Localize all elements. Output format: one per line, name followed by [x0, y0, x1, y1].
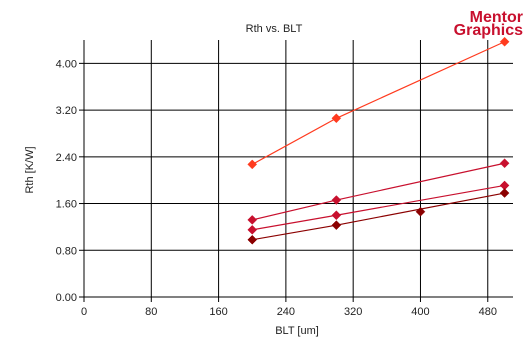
series-layer: [247, 36, 510, 245]
data-point: [415, 206, 426, 217]
data-point: [499, 158, 510, 169]
axes: [79, 40, 513, 302]
y-tick-label: 1.60: [56, 199, 77, 211]
x-tick-label: 400: [411, 306, 429, 318]
grid: [84, 40, 513, 297]
data-point: [247, 215, 258, 225]
data-point: [331, 220, 342, 231]
logo-text-line2: Graphics: [454, 22, 523, 39]
y-axis-label: Rth [K/W]: [24, 146, 36, 193]
data-point: [331, 113, 342, 124]
series-line: [252, 192, 505, 241]
x-tick-label: 320: [344, 306, 362, 318]
brand-logo: Mentor Graphics: [454, 9, 523, 39]
series-2: [247, 158, 510, 225]
y-tick-label: 2.40: [56, 152, 77, 164]
x-axis-label: BLT [um]: [275, 325, 319, 337]
x-tick-label: 80: [145, 306, 157, 318]
logo-text-line1: Mentor: [470, 9, 523, 26]
x-tick-labels: 0 80 160 240 320 400 480: [81, 306, 497, 318]
data-point: [247, 224, 258, 235]
series-line: [252, 184, 505, 231]
y-tick-label: 4.00: [56, 58, 77, 70]
series-5: [415, 206, 426, 217]
x-tick-label: 480: [479, 306, 497, 318]
y-tick-label: 3.20: [56, 105, 77, 117]
data-point: [499, 36, 510, 47]
y-tick-label: 0.80: [56, 245, 77, 257]
chart-title: Rth vs. BLT: [246, 23, 303, 35]
x-tick-label: 160: [209, 306, 227, 318]
x-tick-label: 0: [81, 306, 87, 318]
data-point: [499, 188, 510, 198]
series-4: [247, 188, 510, 245]
data-point: [331, 210, 342, 221]
y-tick-labels: 0.00 0.80 1.60 2.40 3.20 4.00: [56, 58, 77, 304]
series-3: [247, 180, 510, 235]
x-tick-label: 240: [277, 306, 295, 318]
data-point: [247, 234, 258, 245]
y-tick-label: 0.00: [56, 292, 77, 304]
data-point: [247, 159, 258, 170]
series-1: [247, 36, 510, 170]
data-point: [331, 195, 342, 205]
series-line: [251, 41, 505, 165]
